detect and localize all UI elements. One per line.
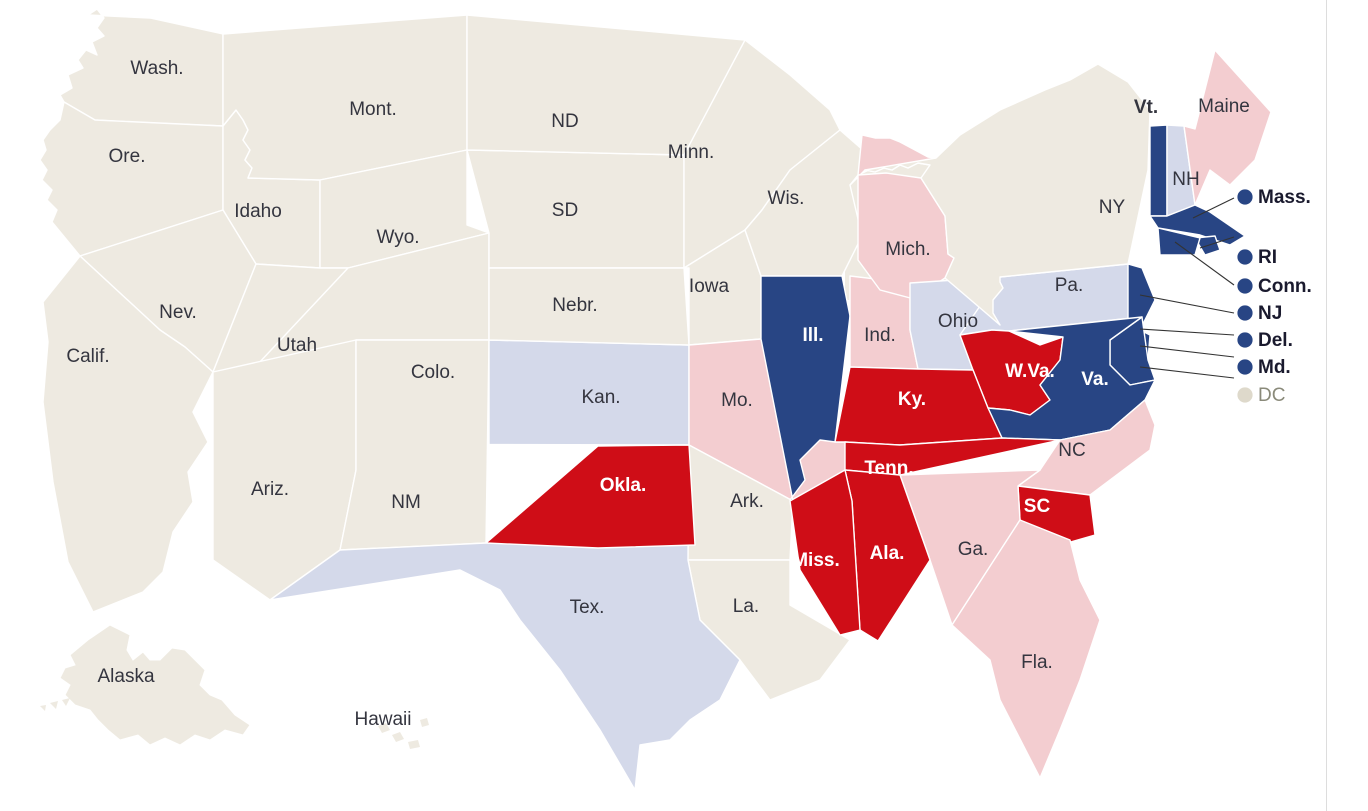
svg-text:NC: NC xyxy=(1058,440,1085,461)
svg-text:Ariz.: Ariz. xyxy=(251,479,289,500)
svg-text:Ohio: Ohio xyxy=(938,311,978,332)
svg-text:Del.: Del. xyxy=(1258,330,1293,351)
svg-text:Tex.: Tex. xyxy=(570,597,605,618)
svg-text:NM: NM xyxy=(391,492,421,513)
svg-text:Okla.: Okla. xyxy=(600,475,646,496)
svg-text:NH: NH xyxy=(1172,169,1199,190)
svg-text:Md.: Md. xyxy=(1258,357,1291,378)
svg-text:Nev.: Nev. xyxy=(159,302,197,323)
svg-text:Wyo.: Wyo. xyxy=(376,227,419,248)
svg-text:Calif.: Calif. xyxy=(66,346,109,367)
svg-text:Colo.: Colo. xyxy=(411,362,455,383)
svg-text:Idaho: Idaho xyxy=(234,201,282,222)
svg-text:Ga.: Ga. xyxy=(958,539,989,560)
svg-text:Utah: Utah xyxy=(277,335,317,356)
svg-text:Mo.: Mo. xyxy=(721,390,753,411)
svg-text:Ind.: Ind. xyxy=(864,325,896,346)
svg-text:Wash.: Wash. xyxy=(130,58,183,79)
svg-text:SC: SC xyxy=(1024,496,1051,517)
svg-text:Ky.: Ky. xyxy=(898,389,926,410)
svg-text:Minn.: Minn. xyxy=(668,142,714,163)
svg-text:Ore.: Ore. xyxy=(109,146,146,167)
svg-text:DC: DC xyxy=(1258,385,1285,406)
svg-text:Alaska: Alaska xyxy=(97,666,154,687)
svg-text:Conn.: Conn. xyxy=(1258,276,1312,297)
svg-text:Pa.: Pa. xyxy=(1055,275,1084,296)
svg-text:Iowa: Iowa xyxy=(689,276,730,297)
svg-text:Ala.: Ala. xyxy=(870,543,905,564)
svg-text:Fla.: Fla. xyxy=(1021,652,1053,673)
svg-text:NY: NY xyxy=(1099,197,1126,218)
svg-text:Miss.: Miss. xyxy=(792,550,840,571)
svg-text:Mont.: Mont. xyxy=(349,99,397,120)
svg-text:La.: La. xyxy=(733,596,759,617)
svg-text:ND: ND xyxy=(551,111,578,132)
svg-text:W.Va.: W.Va. xyxy=(1005,361,1055,382)
svg-text:Va.: Va. xyxy=(1081,369,1108,390)
svg-text:SD: SD xyxy=(552,200,578,221)
svg-text:Vt.: Vt. xyxy=(1134,97,1158,118)
svg-text:Mass.: Mass. xyxy=(1258,187,1311,208)
svg-text:Kan.: Kan. xyxy=(581,387,620,408)
svg-text:Ill.: Ill. xyxy=(802,325,823,346)
svg-text:Tenn.: Tenn. xyxy=(864,458,913,479)
svg-text:Nebr.: Nebr. xyxy=(552,295,597,316)
svg-text:RI: RI xyxy=(1258,247,1277,268)
svg-text:Hawaii: Hawaii xyxy=(354,709,411,730)
svg-text:Maine: Maine xyxy=(1198,96,1250,117)
svg-text:Ark.: Ark. xyxy=(730,491,764,512)
svg-text:Mich.: Mich. xyxy=(885,239,930,260)
svg-text:NJ: NJ xyxy=(1258,303,1282,324)
svg-text:Wis.: Wis. xyxy=(768,188,805,209)
